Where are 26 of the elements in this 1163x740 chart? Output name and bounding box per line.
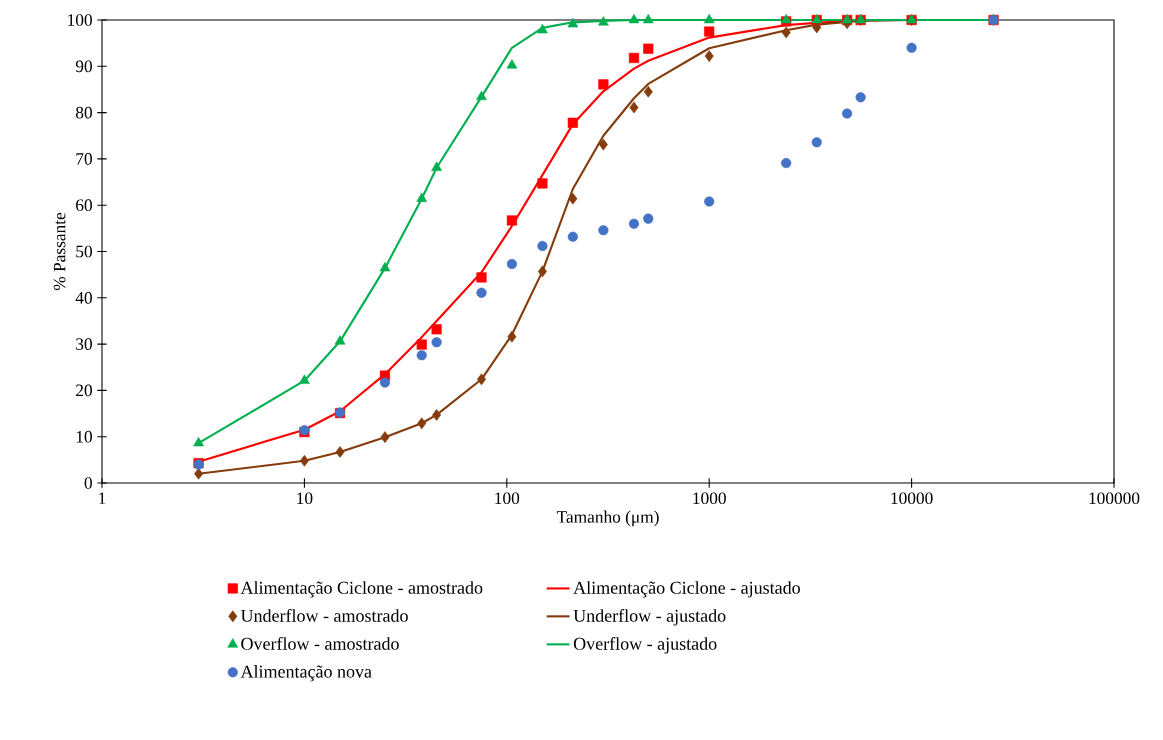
- x-axis-title: Tamanho (μm): [556, 510, 659, 527]
- x-tick-label: 10: [297, 492, 313, 505]
- y-tick-label: 30: [76, 338, 92, 350]
- x-tick-label: 100000: [1089, 492, 1140, 505]
- legend-label: Overflow - amostrado: [241, 637, 399, 650]
- x-tick-label: 1000: [693, 492, 726, 505]
- y-tick-label: 60: [76, 199, 92, 212]
- legend-label: Overflow - ajustado: [573, 637, 717, 654]
- y-tick-label: 20: [76, 384, 92, 397]
- x-tick-label: 100: [495, 492, 520, 505]
- legend-label: Underflow - ajustado: [573, 609, 726, 626]
- legend-label: Alimentação Ciclone - amostrado: [240, 581, 483, 598]
- legend-label: Alimentação Ciclone - ajustado: [573, 581, 800, 598]
- x-tick-label: 1: [99, 492, 106, 504]
- y-tick-label: 40: [75, 291, 92, 304]
- y-tick-label: 80: [75, 106, 92, 119]
- y-tick-label: 90: [75, 60, 92, 73]
- y-axis-title: % Passante: [53, 212, 66, 291]
- y-tick-label: 10: [76, 430, 92, 443]
- legend-label: Alimentação nova: [240, 665, 372, 682]
- y-tick-label: 50: [76, 245, 92, 258]
- x-tick-label: 10000: [891, 492, 933, 505]
- y-tick-label: 0: [84, 477, 92, 489]
- y-tick-label: 70: [76, 153, 92, 165]
- legend-label: Underflow - amostrado: [240, 609, 408, 622]
- y-tick-label: 100: [68, 14, 92, 26]
